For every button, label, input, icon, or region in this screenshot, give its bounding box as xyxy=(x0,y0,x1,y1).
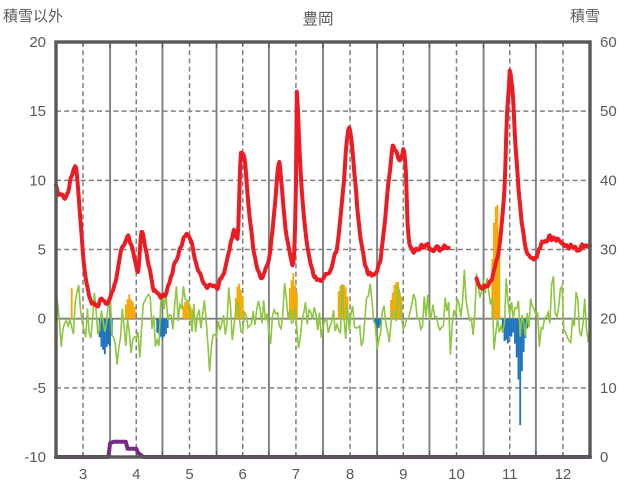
svg-text:5: 5 xyxy=(185,466,193,483)
svg-text:30: 30 xyxy=(600,242,617,259)
svg-text:12: 12 xyxy=(555,466,572,483)
svg-text:4: 4 xyxy=(132,466,140,483)
svg-text:-5: -5 xyxy=(33,380,46,397)
svg-text:3: 3 xyxy=(79,466,87,483)
svg-text:20: 20 xyxy=(29,34,46,51)
svg-text:6: 6 xyxy=(239,466,247,483)
svg-text:5: 5 xyxy=(38,242,46,259)
svg-text:60: 60 xyxy=(600,34,617,51)
svg-text:7: 7 xyxy=(292,466,300,483)
svg-text:8: 8 xyxy=(346,466,354,483)
svg-text:0: 0 xyxy=(38,311,46,328)
svg-text:0: 0 xyxy=(600,449,608,466)
svg-text:9: 9 xyxy=(399,466,407,483)
svg-text:10: 10 xyxy=(29,172,46,189)
svg-text:40: 40 xyxy=(600,172,617,189)
svg-text:-10: -10 xyxy=(24,449,46,466)
svg-text:10: 10 xyxy=(600,380,617,397)
svg-text:20: 20 xyxy=(600,311,617,328)
svg-text:10: 10 xyxy=(448,466,465,483)
svg-text:11: 11 xyxy=(502,466,518,483)
svg-text:50: 50 xyxy=(600,103,617,120)
svg-text:15: 15 xyxy=(29,103,46,120)
